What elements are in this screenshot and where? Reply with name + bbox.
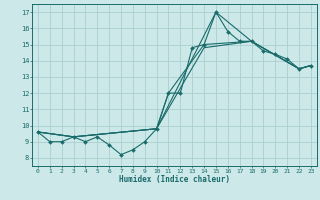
X-axis label: Humidex (Indice chaleur): Humidex (Indice chaleur) — [119, 175, 230, 184]
